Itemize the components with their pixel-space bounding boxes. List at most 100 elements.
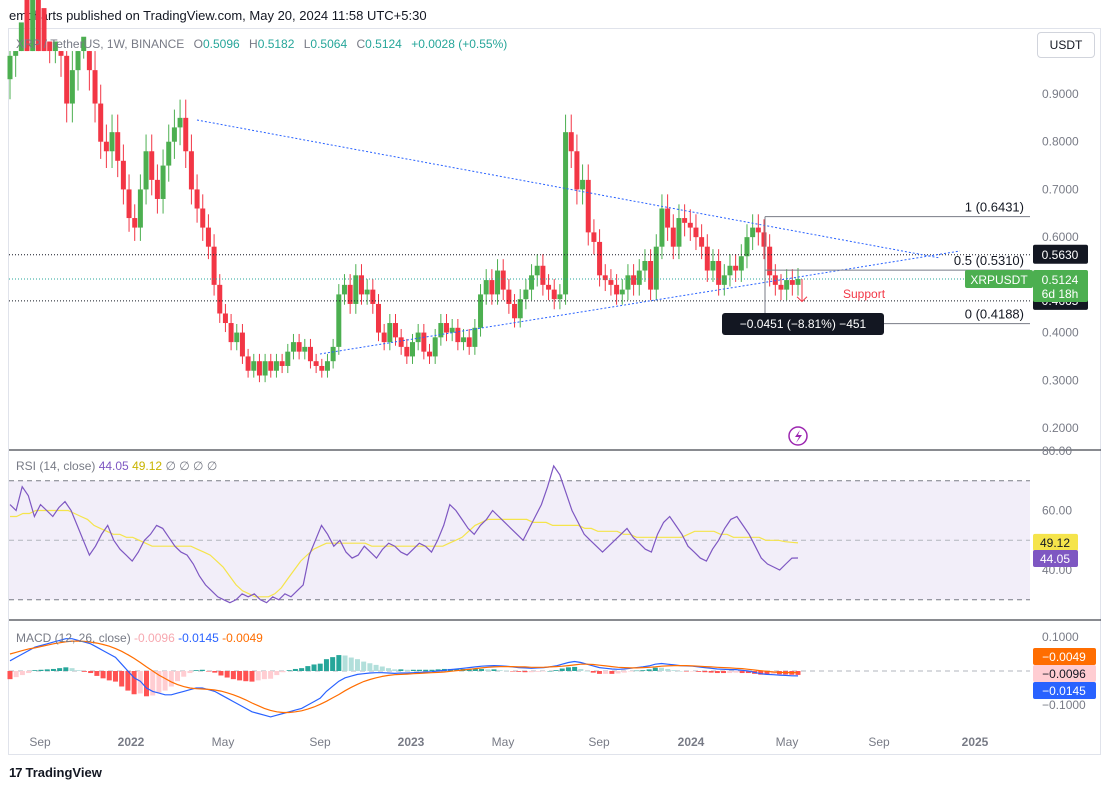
candle-body (149, 151, 155, 180)
rsi-value: 44.05 (98, 459, 129, 473)
macd-histogram-bar (348, 657, 354, 671)
candle-body (495, 270, 501, 295)
macd-histogram-bar (81, 671, 87, 672)
candle-body (290, 342, 296, 352)
candle-body (551, 289, 557, 300)
candle-body (47, 41, 53, 52)
macd-histogram-bar (528, 671, 534, 673)
macd-histogram-bar (32, 670, 38, 671)
macd-histogram-bar (503, 670, 509, 672)
macd-histogram-bar (429, 669, 435, 671)
macd-histogram-bar (305, 666, 311, 671)
candle-body (466, 337, 472, 347)
candle-body (166, 141, 172, 166)
price-axis-tick: 0.8000 (1042, 135, 1079, 149)
tradingview-logo[interactable]: 17 TradingView (9, 765, 102, 780)
rsi-axis-tick: 60.00 (1042, 504, 1072, 518)
last-price-tag (1033, 269, 1088, 302)
time-axis-tick: Sep (309, 735, 331, 749)
macd-histogram-bar (19, 671, 25, 676)
candle-body (778, 284, 784, 290)
candle-body (143, 151, 149, 190)
candle-body (750, 227, 756, 238)
candle-body (398, 337, 404, 347)
price-axis-tick: 0.7000 (1042, 182, 1079, 196)
macd-histogram-bar (547, 671, 553, 672)
candle-body (704, 246, 710, 271)
macd-histogram-bar (230, 671, 236, 680)
macd-histogram-bar (534, 671, 540, 672)
macd-histogram-bar (733, 671, 739, 673)
price-axis-tick: 0.4000 (1042, 326, 1079, 340)
price-axis-tick: 0.2000 (1042, 421, 1079, 435)
macd-histogram-bar (758, 671, 764, 675)
candle-body (41, 8, 47, 52)
candle-body (506, 289, 512, 304)
flash-bolt-icon (795, 430, 802, 443)
macd-histogram-bar (410, 669, 416, 671)
macd-line-value: -0.0145 (178, 631, 219, 645)
macd-histogram-bar (26, 671, 32, 674)
macd-histogram-bar (398, 669, 404, 671)
rsi-extra: ∅ ∅ ∅ ∅ (165, 459, 218, 473)
macd-histogram-bar (125, 671, 131, 691)
macd-histogram-bar (634, 670, 640, 672)
macd-histogram-bar (367, 663, 373, 671)
price-axis-tick: 0.6000 (1042, 230, 1079, 244)
macd-histogram-bar (745, 671, 751, 674)
macd-histogram-bar (274, 671, 280, 676)
candle-body (449, 327, 455, 333)
macd-histogram-bar (119, 671, 125, 687)
rsi-line (9, 464, 799, 604)
candle-body (256, 361, 262, 376)
candle-body (194, 189, 200, 209)
candle-body (177, 117, 183, 128)
candle-body (126, 189, 132, 219)
macd-histogram-bar (311, 664, 317, 671)
macd-histogram-bar (466, 668, 472, 671)
candle-body (262, 361, 268, 376)
candle-body (489, 280, 495, 295)
fib-level-label: 0.5 (0.5310) (954, 253, 1024, 268)
symbol-legend: XRP / TetherUS, 1W, BINANCE O0.5096 H0.5… (16, 37, 507, 51)
candle-body (517, 299, 523, 319)
candle-body (625, 275, 631, 290)
macd-histogram-bar (435, 669, 441, 671)
macd-histogram-bar (38, 669, 44, 671)
publisher-header: emcharts published on TradingView.com, M… (9, 8, 427, 23)
macd-histogram-bar (336, 655, 342, 671)
candle-body (313, 361, 319, 366)
macd-histogram-bar (162, 671, 168, 691)
fib-level-label: 1 (0.6431) (965, 200, 1024, 215)
rsi-label: 44.05 (1040, 552, 1070, 566)
macd-histogram-bar (615, 671, 621, 674)
candle-body (789, 280, 795, 285)
candle-body (375, 303, 381, 333)
candle-body (222, 313, 228, 324)
macd-histogram-bar (144, 671, 150, 697)
macd-histogram-bar (708, 671, 714, 673)
candle-body (245, 356, 251, 371)
candle-body (772, 275, 778, 285)
macd-histogram-bar (665, 668, 671, 671)
candle-body (381, 332, 387, 343)
macd-histogram-bar (150, 671, 156, 696)
candle-body (234, 332, 240, 343)
candle-body (86, 51, 92, 71)
candle-body (585, 179, 591, 233)
macd-histogram-bar (88, 671, 94, 674)
macd-histogram-bar (13, 671, 19, 678)
candle-body (591, 232, 597, 242)
macd-histogram-bar (690, 671, 696, 672)
candle-body (546, 284, 552, 290)
currency-button[interactable]: USDT (1037, 32, 1095, 58)
candle-body (648, 261, 654, 290)
resistance-price-tag (1033, 244, 1088, 264)
candle-body (761, 232, 767, 247)
rsi-ma-label: 49.12 (1040, 536, 1070, 550)
macd-signal-label: −0.0049 (1042, 650, 1086, 664)
macd-histogram-bar (572, 666, 578, 671)
macd-histogram-bar (199, 669, 205, 671)
macd-histogram-bar (261, 671, 267, 680)
